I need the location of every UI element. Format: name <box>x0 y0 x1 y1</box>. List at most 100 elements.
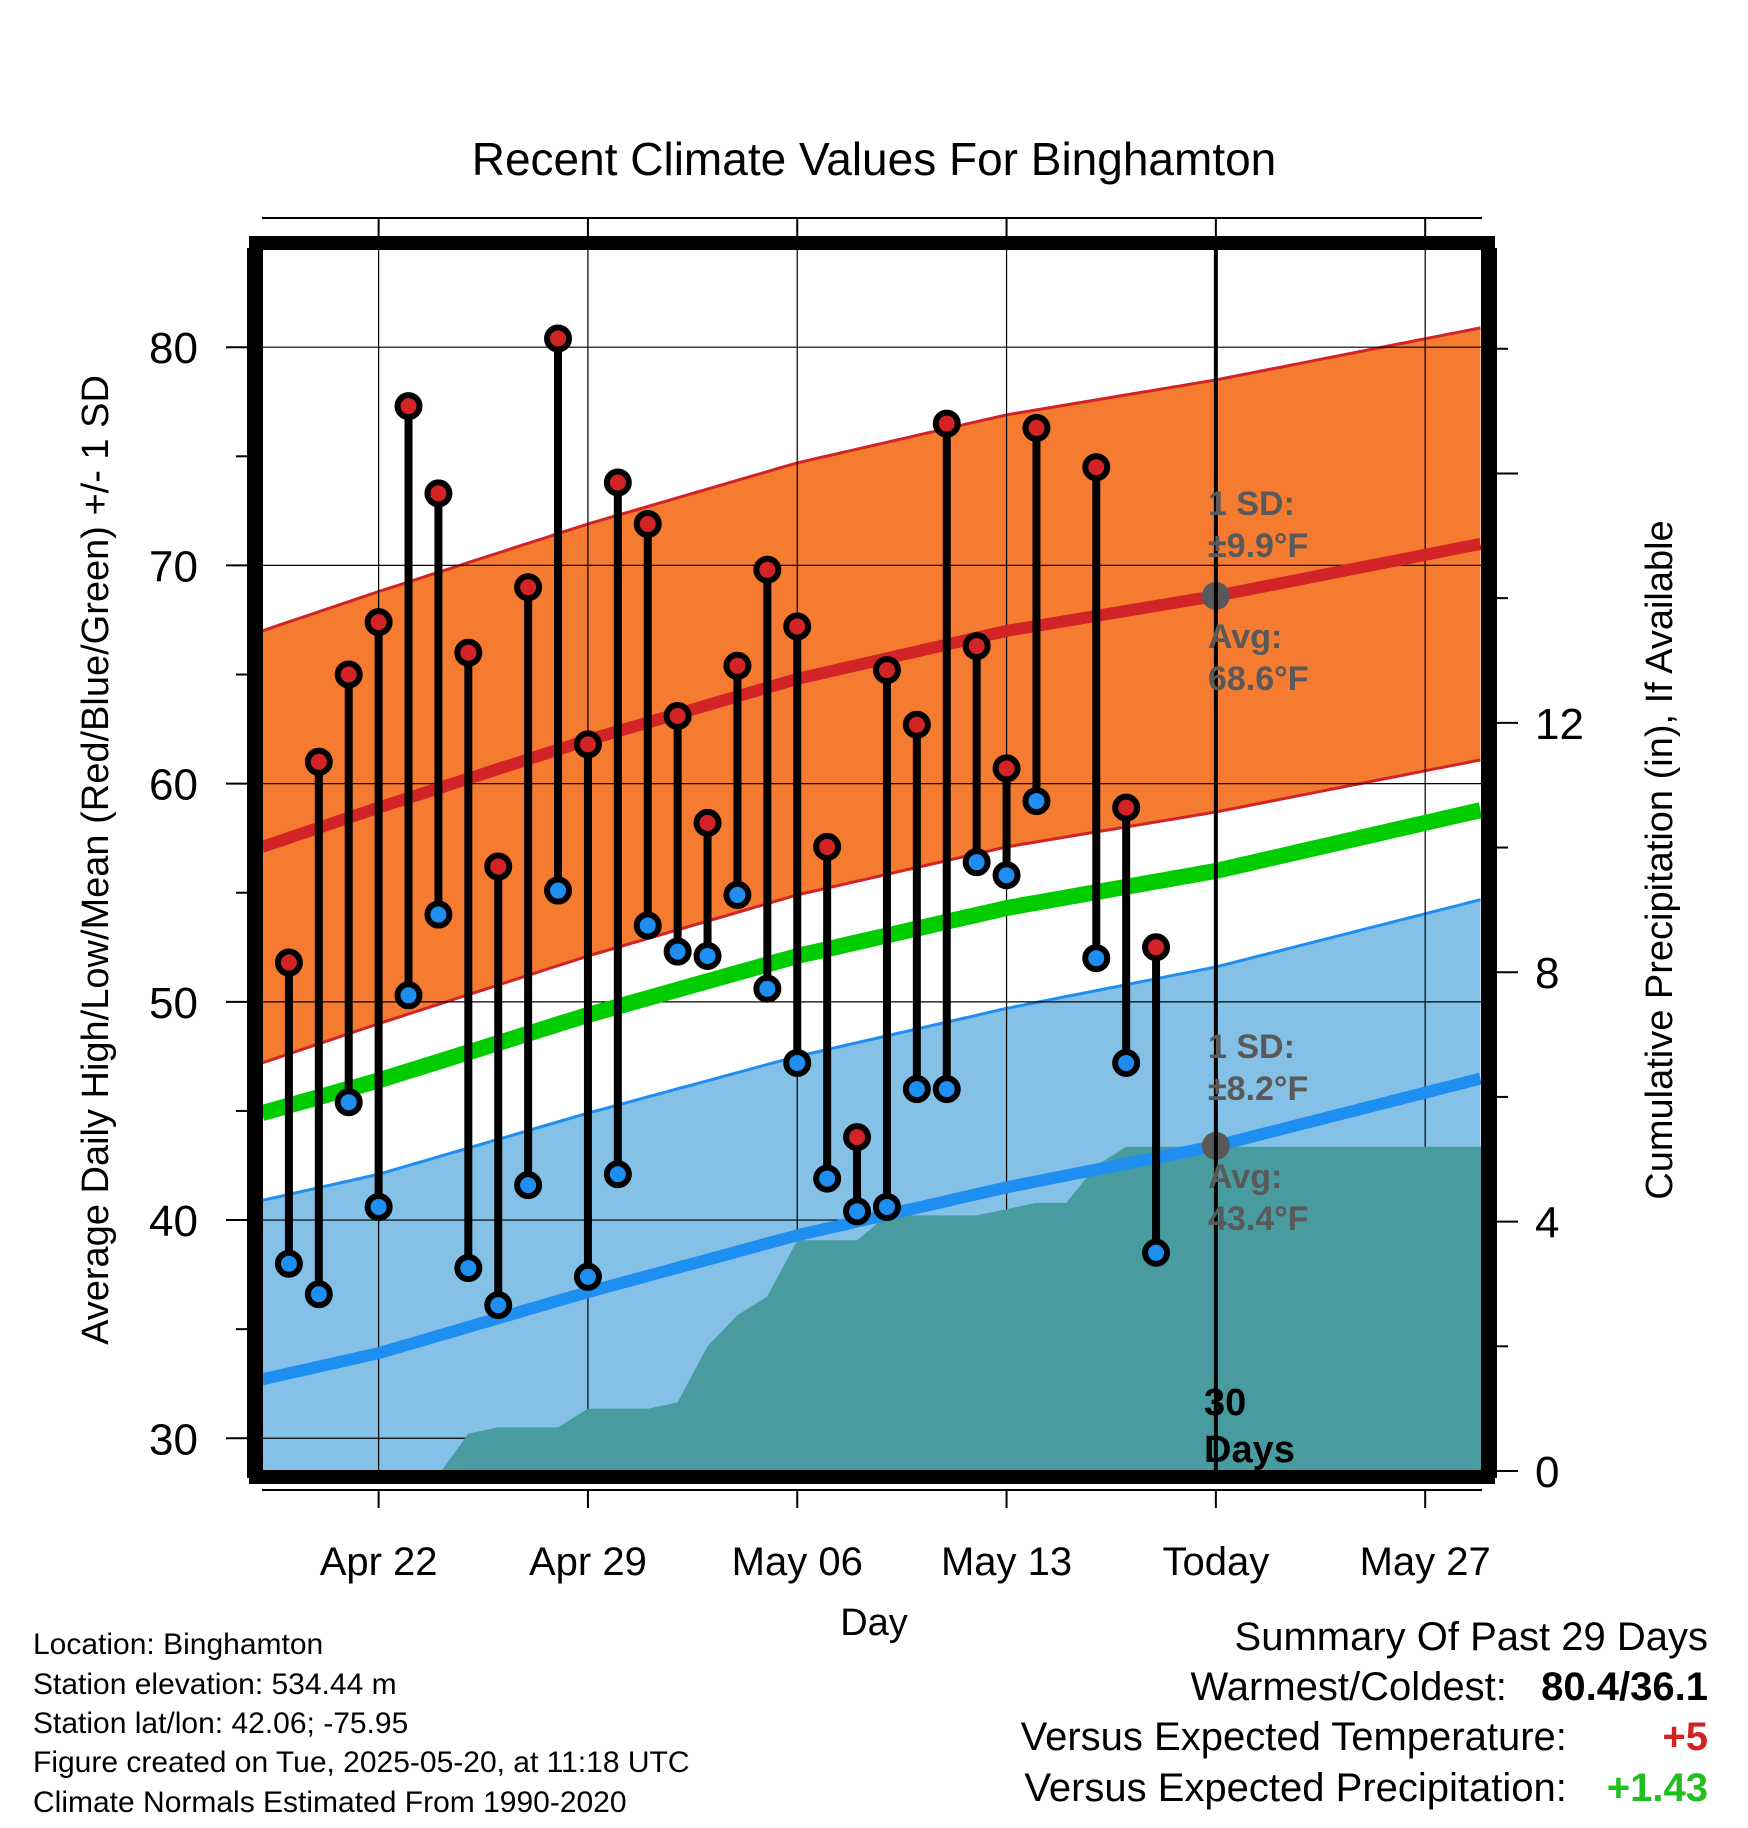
warm-cold-label: Warmest/Coldest: <box>1190 1665 1507 1709</box>
daily-high-point <box>274 948 303 977</box>
daily-low-point <box>603 1160 632 1189</box>
daily-high-point <box>992 754 1021 783</box>
daily-low-point <box>902 1075 931 1104</box>
annotations: 1 SD: ±9.9°F Avg: 68.6°F 1 SD: ±8.2°F Av… <box>1208 485 1309 1238</box>
station-elevation: Station elevation: 534.44 m <box>33 1668 397 1701</box>
daily-high-point <box>484 852 513 881</box>
y-tick-label: 30 <box>149 1415 198 1464</box>
daily-low-point <box>663 937 692 966</box>
precip-area <box>441 1146 1482 1471</box>
x-tick-label: Apr 22 <box>320 1540 438 1584</box>
daily-low-point <box>1175 0 1197 11</box>
today-label-line2: Days <box>1204 1429 1295 1471</box>
daily-high-point <box>753 555 782 584</box>
summary-temperature: Versus Expected Temperature: +5 <box>1021 1715 1708 1760</box>
daily-high-point <box>633 509 662 538</box>
daily-low-point <box>783 1048 812 1077</box>
daily-low-point <box>633 911 662 940</box>
summary-precipitation: Versus Expected Precipitation: +1.43 <box>1024 1766 1708 1811</box>
precip-label: Versus Expected Precipitation: <box>1024 1766 1567 1810</box>
daily-low-point <box>1022 787 1051 816</box>
daily-high-point <box>843 1123 872 1152</box>
high-sd-annotation-line2: ±9.9°F <box>1208 527 1308 565</box>
y2-tick-label: 8 <box>1535 949 1559 998</box>
daily-high-point <box>1175 0 1197 11</box>
temp-label: Versus Expected Temperature: <box>1020 1715 1567 1759</box>
y2-axis-label: Cumulative Precipitation (in), If Availa… <box>1639 520 1681 1199</box>
daily-low-point <box>962 848 991 877</box>
high-avg-annotation-line1: Avg: <box>1208 618 1282 656</box>
daily-low-point <box>454 1254 483 1283</box>
daily-high-point <box>364 608 393 637</box>
low-avg-annotation-line2: 43.4°F <box>1208 1200 1309 1238</box>
daily-high-point <box>514 573 543 602</box>
daily-high-point <box>454 638 483 667</box>
daily-low-point <box>364 1192 393 1221</box>
daily-low-point <box>813 1164 842 1193</box>
daily-low-point <box>573 1262 602 1291</box>
low-sd-annotation-line2: ±8.2°F <box>1208 1070 1308 1108</box>
y2-tick-label: 4 <box>1535 1199 1559 1248</box>
station-latlon: Station lat/lon: 42.06; -75.95 <box>33 1707 409 1740</box>
summary-warm-cold: Warmest/Coldest: 80.4/36.1 <box>1191 1665 1709 1710</box>
daily-high-point <box>424 479 453 508</box>
daily-high-point <box>603 468 632 497</box>
figure-created: Figure created on Tue, 2025-05-20, at 11… <box>33 1746 690 1779</box>
daily-high-point <box>693 808 722 837</box>
x-tick-label: Today <box>1162 1540 1269 1584</box>
daily-low-point <box>484 1291 513 1320</box>
daily-low-point <box>992 861 1021 890</box>
daily-low-point <box>1112 1048 1141 1077</box>
high-avg-annotation-line2: 68.6°F <box>1208 660 1309 698</box>
daily-high-point <box>573 730 602 759</box>
daily-low-point <box>843 1197 872 1226</box>
daily-low-point <box>514 1171 543 1200</box>
y-tick-label: 60 <box>149 761 198 810</box>
normal-low-line <box>262 1072 1482 1386</box>
summary-title: Summary Of Past 29 Days <box>1234 1615 1708 1659</box>
daily-low-point <box>1082 944 1111 973</box>
daily-low-point <box>753 974 782 1003</box>
daily-high-point <box>813 832 842 861</box>
y-axis-label: Average Daily High/Low/Mean (Red/Blue/Gr… <box>75 375 117 1345</box>
x-tick-label: May 06 <box>732 1540 863 1584</box>
daily-high-point <box>1082 453 1111 482</box>
daily-high-point <box>723 651 752 680</box>
daily-high-point <box>544 324 573 353</box>
daily-low-point <box>394 981 423 1010</box>
low-avg-annotation-line1: Avg: <box>1208 1158 1282 1196</box>
chart-title: Recent Climate Values For Binghamton <box>472 133 1277 185</box>
daily-high-point <box>783 612 812 641</box>
daily-high-point <box>334 660 363 689</box>
daily-high-point <box>663 701 692 730</box>
x-tick-label: May 27 <box>1360 1540 1491 1584</box>
daily-low-point <box>274 1249 303 1278</box>
daily-low-point <box>693 942 722 971</box>
y-tick-label: 80 <box>149 324 198 373</box>
high-sd-band-upper-edge <box>262 326 1481 633</box>
station-location: Location: Binghamton <box>33 1628 324 1661</box>
y2-tick-label: 0 <box>1535 1448 1559 1497</box>
daily-high-point <box>932 409 961 438</box>
low-sd-annotation-line1: 1 SD: <box>1208 1028 1295 1066</box>
daily-low-point <box>1142 1238 1171 1267</box>
daily-high-point <box>1112 793 1141 822</box>
plot-frame <box>249 236 1495 1484</box>
today-label-line1: 30 <box>1204 1382 1246 1424</box>
y-tick-label: 40 <box>149 1197 198 1246</box>
daily-high-point <box>394 392 423 421</box>
warm-cold-value: 80.4/36.1 <box>1541 1665 1708 1709</box>
daily-low-point <box>932 1075 961 1104</box>
daily-low-point <box>544 876 573 905</box>
daily-low-point <box>872 1192 901 1221</box>
daily-high-point <box>902 710 931 739</box>
daily-high-point <box>304 747 333 776</box>
daily-low-point <box>334 1088 363 1117</box>
daily-low-point <box>723 880 752 909</box>
temp-value: +5 <box>1662 1715 1708 1759</box>
high-sd-annotation-line1: 1 SD: <box>1208 485 1295 523</box>
y-tick-label: 50 <box>149 979 198 1028</box>
x-tick-label: Apr 29 <box>529 1540 647 1584</box>
x-axis-label: Day <box>840 1602 908 1644</box>
